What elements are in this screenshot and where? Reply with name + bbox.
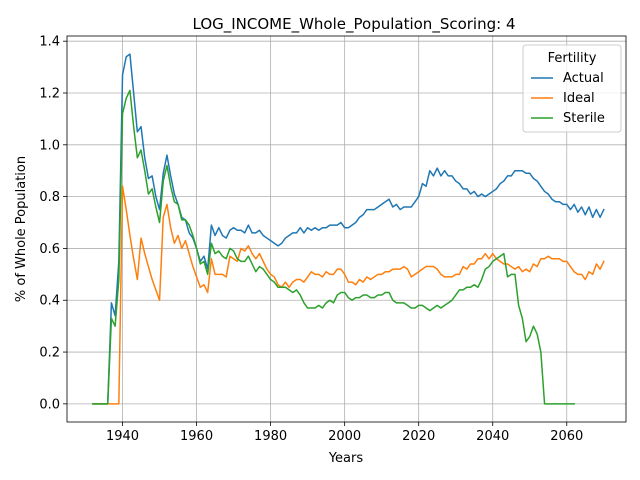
y-axis-label: % of Whole Population — [14, 156, 29, 302]
x-axis-label: Years — [328, 451, 364, 466]
x-tick-label: 1960 — [180, 429, 213, 444]
y-tick-label: 0.4 — [39, 294, 60, 309]
series-group — [92, 53, 605, 405]
y-tick-label: 0.2 — [39, 346, 60, 361]
grid — [67, 36, 626, 422]
y-tick-label: 1.4 — [39, 35, 60, 50]
x-tick-label: 2020 — [402, 429, 435, 444]
plot-frame — [66, 35, 627, 423]
x-tick-label: 2000 — [328, 429, 361, 444]
x-tick-label: 2060 — [550, 429, 583, 444]
legend: Fertility Actual Ideal Sterile — [522, 44, 622, 133]
chart-title: LOG_INCOME_Whole_Population_Scoring: 4 — [193, 15, 516, 34]
legend-box — [522, 44, 622, 133]
x-axis: 1940 1960 1980 2000 2020 2040 2060 — [106, 422, 583, 444]
legend-title: Fertility — [548, 51, 597, 66]
y-tick-label: 1.0 — [39, 138, 60, 153]
series-line-ideal — [92, 185, 605, 405]
y-axis: 0.0 0.2 0.4 0.6 0.8 1.0 1.2 1.4 — [39, 35, 67, 412]
legend-label-sterile: Sterile — [563, 111, 605, 126]
legend-label-ideal: Ideal — [563, 91, 595, 106]
series-line-sterile — [92, 89, 575, 405]
y-tick-label: 1.2 — [39, 86, 60, 101]
y-tick-label: 0.8 — [39, 190, 60, 205]
x-tick-label: 2040 — [476, 429, 509, 444]
x-tick-label: 1980 — [254, 429, 287, 444]
legend-label-actual: Actual — [563, 71, 604, 86]
legend-items: Actual Ideal Sterile — [531, 71, 605, 126]
y-tick-label: 0.6 — [39, 242, 60, 257]
x-tick-label: 1940 — [106, 429, 139, 444]
y-tick-label: 0.0 — [39, 397, 60, 412]
